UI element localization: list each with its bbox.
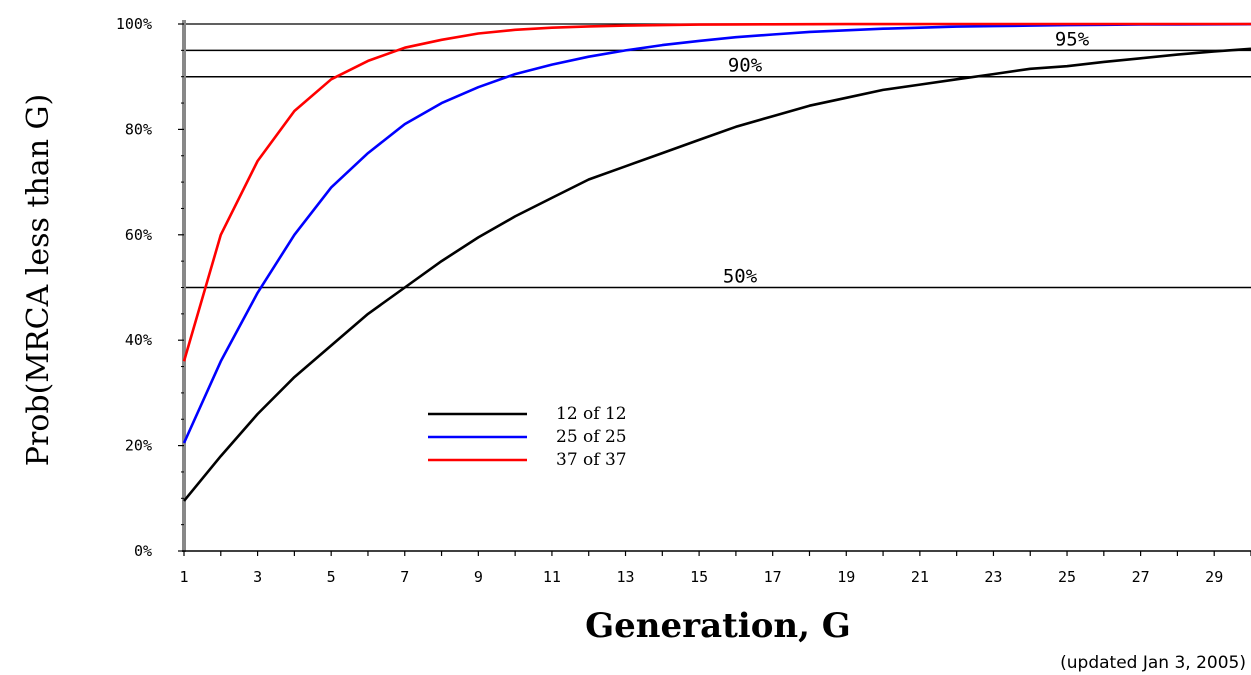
legend-label: 37 of 37 [556,450,627,470]
x-tick-label: 23 [984,568,1002,586]
x-tick-label: 29 [1205,568,1223,586]
x-tick-label: 13 [616,568,634,586]
y-tick-label: 100% [116,15,152,33]
legend-label: 12 of 12 [556,404,627,424]
x-tick-label: 9 [474,568,483,586]
x-tick-label: 17 [764,568,782,586]
x-tick-label: 19 [837,568,855,586]
x-tick-label: 1 [179,568,188,586]
y-tick-label: 60% [125,226,152,244]
reference-line-label: 90% [728,55,763,77]
series-lines [182,22,1251,502]
x-tick-label: 11 [543,568,561,586]
y-axis-label: Prob(MRCA less than G) [21,94,56,466]
legend-label: 25 of 25 [556,427,627,447]
updated-note: (updated Jan 3, 2005) [1060,653,1246,673]
x-ticks: 1 3 5 7 9 11 13 15 17 19 21 23 25 27 29 [179,551,1251,586]
axes [182,20,1251,552]
y-tick-label: 80% [125,120,152,138]
x-tick-label: 7 [400,568,409,586]
x-tick-label: 3 [253,568,262,586]
x-tick-label: 27 [1132,568,1150,586]
legend: 12 of 12 25 of 25 37 of 37 [428,404,627,470]
y-ticks: 0% 20% 40% 60% 80% 100% [116,15,184,560]
series-line-25-of-25 [182,22,1251,444]
x-axis-label: Generation, G [585,606,851,646]
x-tick-label: 5 [327,568,336,586]
x-tick-label: 15 [690,568,708,586]
reference-line-label: 95% [1055,28,1090,50]
y-tick-label: 20% [125,437,152,455]
series-line-37-of-37 [182,22,1251,362]
y-tick-label: 40% [125,331,152,349]
x-tick-label: 21 [911,568,929,586]
reference-line-label: 50% [723,266,758,288]
series-line-12-of-12 [182,47,1251,502]
y-tick-label: 0% [134,542,152,560]
x-tick-label: 25 [1058,568,1076,586]
